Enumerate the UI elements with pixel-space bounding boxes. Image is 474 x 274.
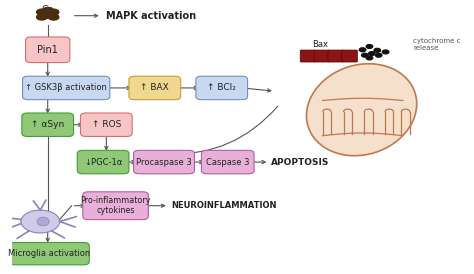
Circle shape — [43, 7, 53, 13]
Circle shape — [49, 9, 59, 15]
Circle shape — [366, 56, 373, 60]
FancyBboxPatch shape — [134, 150, 194, 174]
Text: Procaspase 3: Procaspase 3 — [136, 158, 192, 167]
Ellipse shape — [37, 217, 49, 226]
Text: ↓PGC-1α: ↓PGC-1α — [84, 158, 122, 167]
Circle shape — [362, 53, 368, 57]
FancyBboxPatch shape — [77, 150, 129, 174]
Text: Pin1: Pin1 — [37, 45, 58, 55]
Text: Bax: Bax — [312, 40, 328, 49]
FancyBboxPatch shape — [201, 150, 254, 174]
Circle shape — [366, 45, 373, 48]
Text: MAPK activation: MAPK activation — [106, 11, 196, 21]
FancyBboxPatch shape — [196, 76, 247, 100]
FancyBboxPatch shape — [300, 50, 316, 62]
Text: ↑ BAX: ↑ BAX — [140, 83, 169, 92]
Circle shape — [374, 48, 381, 52]
FancyBboxPatch shape — [10, 242, 89, 265]
FancyBboxPatch shape — [129, 76, 181, 100]
Text: Caspase 3: Caspase 3 — [206, 158, 249, 167]
Text: cytochrome c
release: cytochrome c release — [413, 38, 461, 51]
FancyBboxPatch shape — [26, 37, 70, 62]
Circle shape — [375, 53, 382, 57]
FancyBboxPatch shape — [328, 50, 344, 62]
FancyBboxPatch shape — [342, 50, 357, 62]
FancyBboxPatch shape — [83, 192, 148, 219]
Text: Microglia activation: Microglia activation — [9, 249, 91, 258]
Ellipse shape — [307, 64, 417, 156]
Circle shape — [39, 13, 50, 19]
Circle shape — [49, 14, 59, 20]
Text: ↑ GSK3β activation: ↑ GSK3β activation — [25, 83, 107, 92]
Circle shape — [359, 48, 366, 52]
Text: Pro-inflammatory
cytokines: Pro-inflammatory cytokines — [80, 196, 151, 215]
Text: ↑ BCl₂: ↑ BCl₂ — [207, 83, 236, 92]
Circle shape — [36, 14, 47, 20]
Text: ↑ αSyn: ↑ αSyn — [31, 120, 64, 129]
Text: APOPTOSIS: APOPTOSIS — [271, 158, 329, 167]
Circle shape — [43, 11, 53, 17]
Circle shape — [46, 13, 56, 19]
FancyBboxPatch shape — [81, 113, 132, 136]
Circle shape — [36, 9, 47, 15]
Text: Co: Co — [41, 5, 54, 15]
Text: NEUROINFLAMMATION: NEUROINFLAMMATION — [171, 201, 276, 210]
Circle shape — [21, 210, 60, 233]
Circle shape — [368, 52, 375, 56]
FancyBboxPatch shape — [314, 50, 330, 62]
FancyBboxPatch shape — [23, 76, 110, 100]
Text: ↑ ROS: ↑ ROS — [91, 120, 121, 129]
FancyBboxPatch shape — [22, 113, 73, 136]
Circle shape — [383, 50, 389, 54]
